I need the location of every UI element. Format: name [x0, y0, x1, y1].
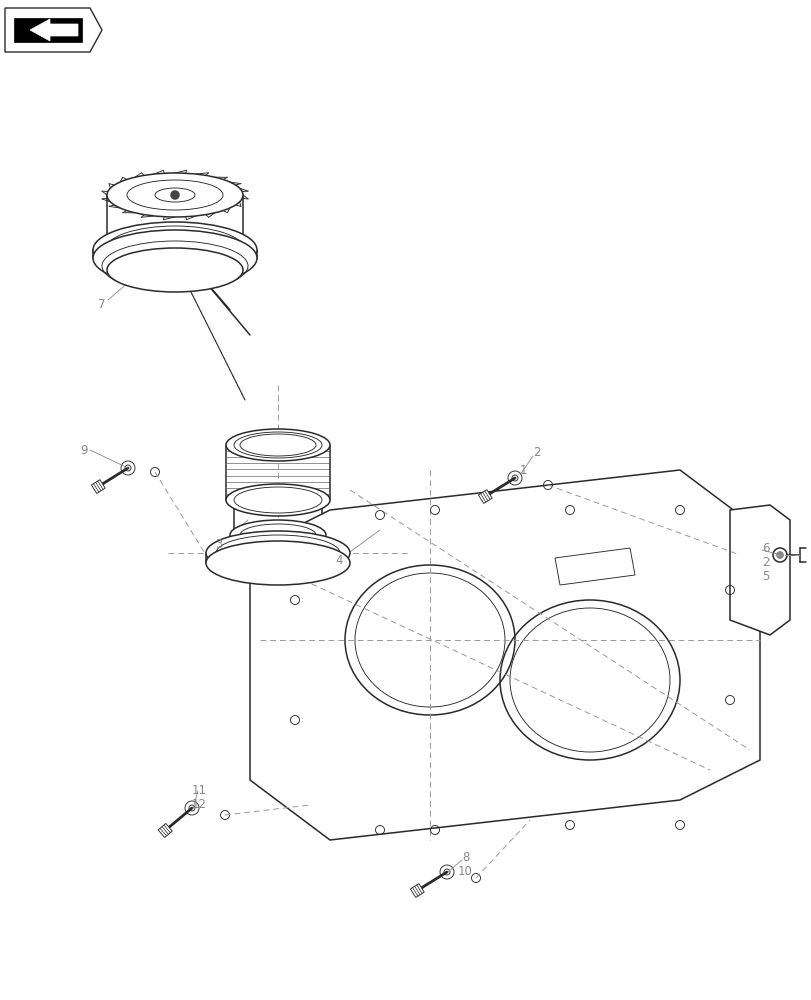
Polygon shape: [478, 490, 491, 503]
Text: 9: 9: [80, 444, 88, 456]
Polygon shape: [410, 884, 423, 897]
Polygon shape: [158, 823, 172, 838]
Ellipse shape: [93, 222, 257, 278]
Ellipse shape: [107, 248, 242, 292]
Text: 5: 5: [761, 570, 769, 582]
Polygon shape: [30, 19, 78, 41]
Text: 8: 8: [461, 851, 469, 864]
Ellipse shape: [225, 484, 329, 516]
Ellipse shape: [230, 520, 325, 550]
Text: 11: 11: [191, 784, 207, 796]
Polygon shape: [5, 8, 102, 52]
Text: 2: 2: [532, 446, 540, 460]
Ellipse shape: [107, 173, 242, 217]
Polygon shape: [729, 505, 789, 635]
Circle shape: [171, 191, 178, 199]
Text: 12: 12: [191, 797, 207, 810]
Text: 7: 7: [98, 298, 105, 312]
Ellipse shape: [240, 434, 315, 456]
Ellipse shape: [225, 429, 329, 461]
Polygon shape: [14, 18, 82, 42]
Ellipse shape: [206, 541, 350, 585]
Ellipse shape: [93, 230, 257, 286]
Ellipse shape: [206, 531, 350, 575]
Circle shape: [772, 548, 786, 562]
Text: 2: 2: [761, 556, 769, 568]
Text: 1: 1: [519, 464, 527, 477]
Text: 3: 3: [215, 538, 222, 552]
Circle shape: [444, 869, 449, 875]
Text: 6: 6: [761, 542, 769, 554]
Circle shape: [189, 805, 195, 811]
Polygon shape: [92, 480, 105, 493]
Circle shape: [512, 475, 517, 481]
Polygon shape: [250, 470, 759, 840]
Circle shape: [775, 552, 783, 558]
Circle shape: [125, 465, 131, 471]
Text: 10: 10: [457, 865, 472, 878]
Text: 4: 4: [335, 554, 342, 566]
